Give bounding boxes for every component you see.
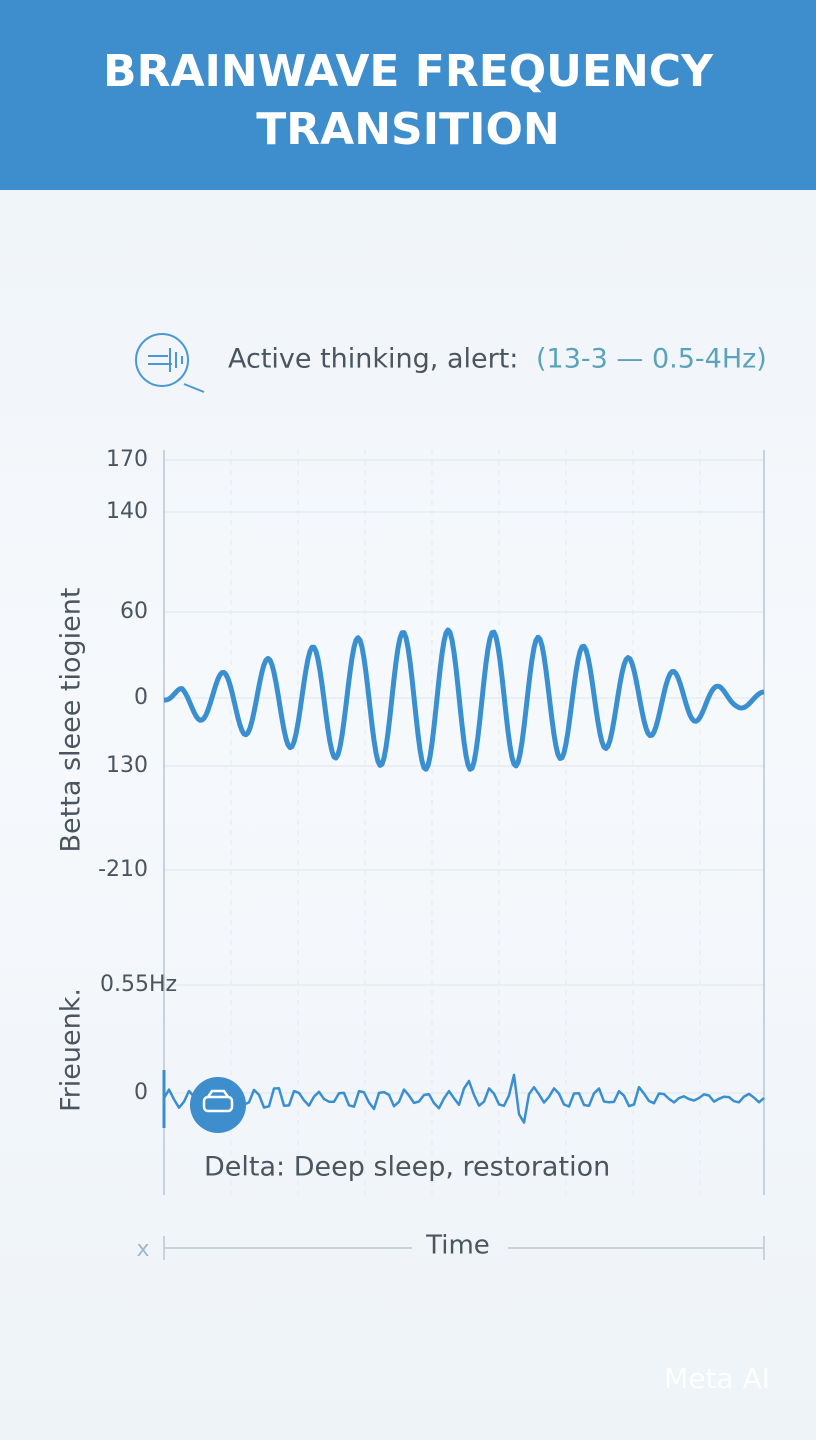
watermark: Meta AI xyxy=(664,1362,770,1395)
lower-label: 0.55Hz xyxy=(100,972,177,997)
header-band xyxy=(0,0,816,190)
y-tick-label: 60 xyxy=(120,599,148,624)
plot-grid xyxy=(164,450,764,1195)
x-axis-label: Time xyxy=(425,1231,490,1261)
y-tick-label: 170 xyxy=(106,447,148,472)
delta-caption: Delta: Deep sleep, restoration xyxy=(204,1152,610,1183)
legend-label: Active thinking, alert: xyxy=(228,344,518,375)
y-tick-label: -210 xyxy=(98,857,148,882)
x-marker: x xyxy=(136,1237,149,1262)
delta-icon xyxy=(190,1077,246,1133)
y-axis-label: Betta sleee tiogient xyxy=(56,588,87,853)
lower-axis-label: Frieuenk. xyxy=(56,988,87,1112)
y-tick-label: 130 xyxy=(106,753,148,778)
y-tick-label: 140 xyxy=(106,499,148,524)
delta-wave xyxy=(162,1073,765,1124)
lower-zero: 0 xyxy=(134,1080,148,1105)
legend-range: (13-3 — 0.5-4Hz) xyxy=(536,344,767,375)
legend-icon xyxy=(135,333,205,393)
title-line: TRANSITION xyxy=(256,104,559,155)
title-line: BRAINWAVE FREQUENCY xyxy=(103,46,714,97)
y-tick-label: 0 xyxy=(134,685,148,710)
beta-wave xyxy=(163,627,765,772)
